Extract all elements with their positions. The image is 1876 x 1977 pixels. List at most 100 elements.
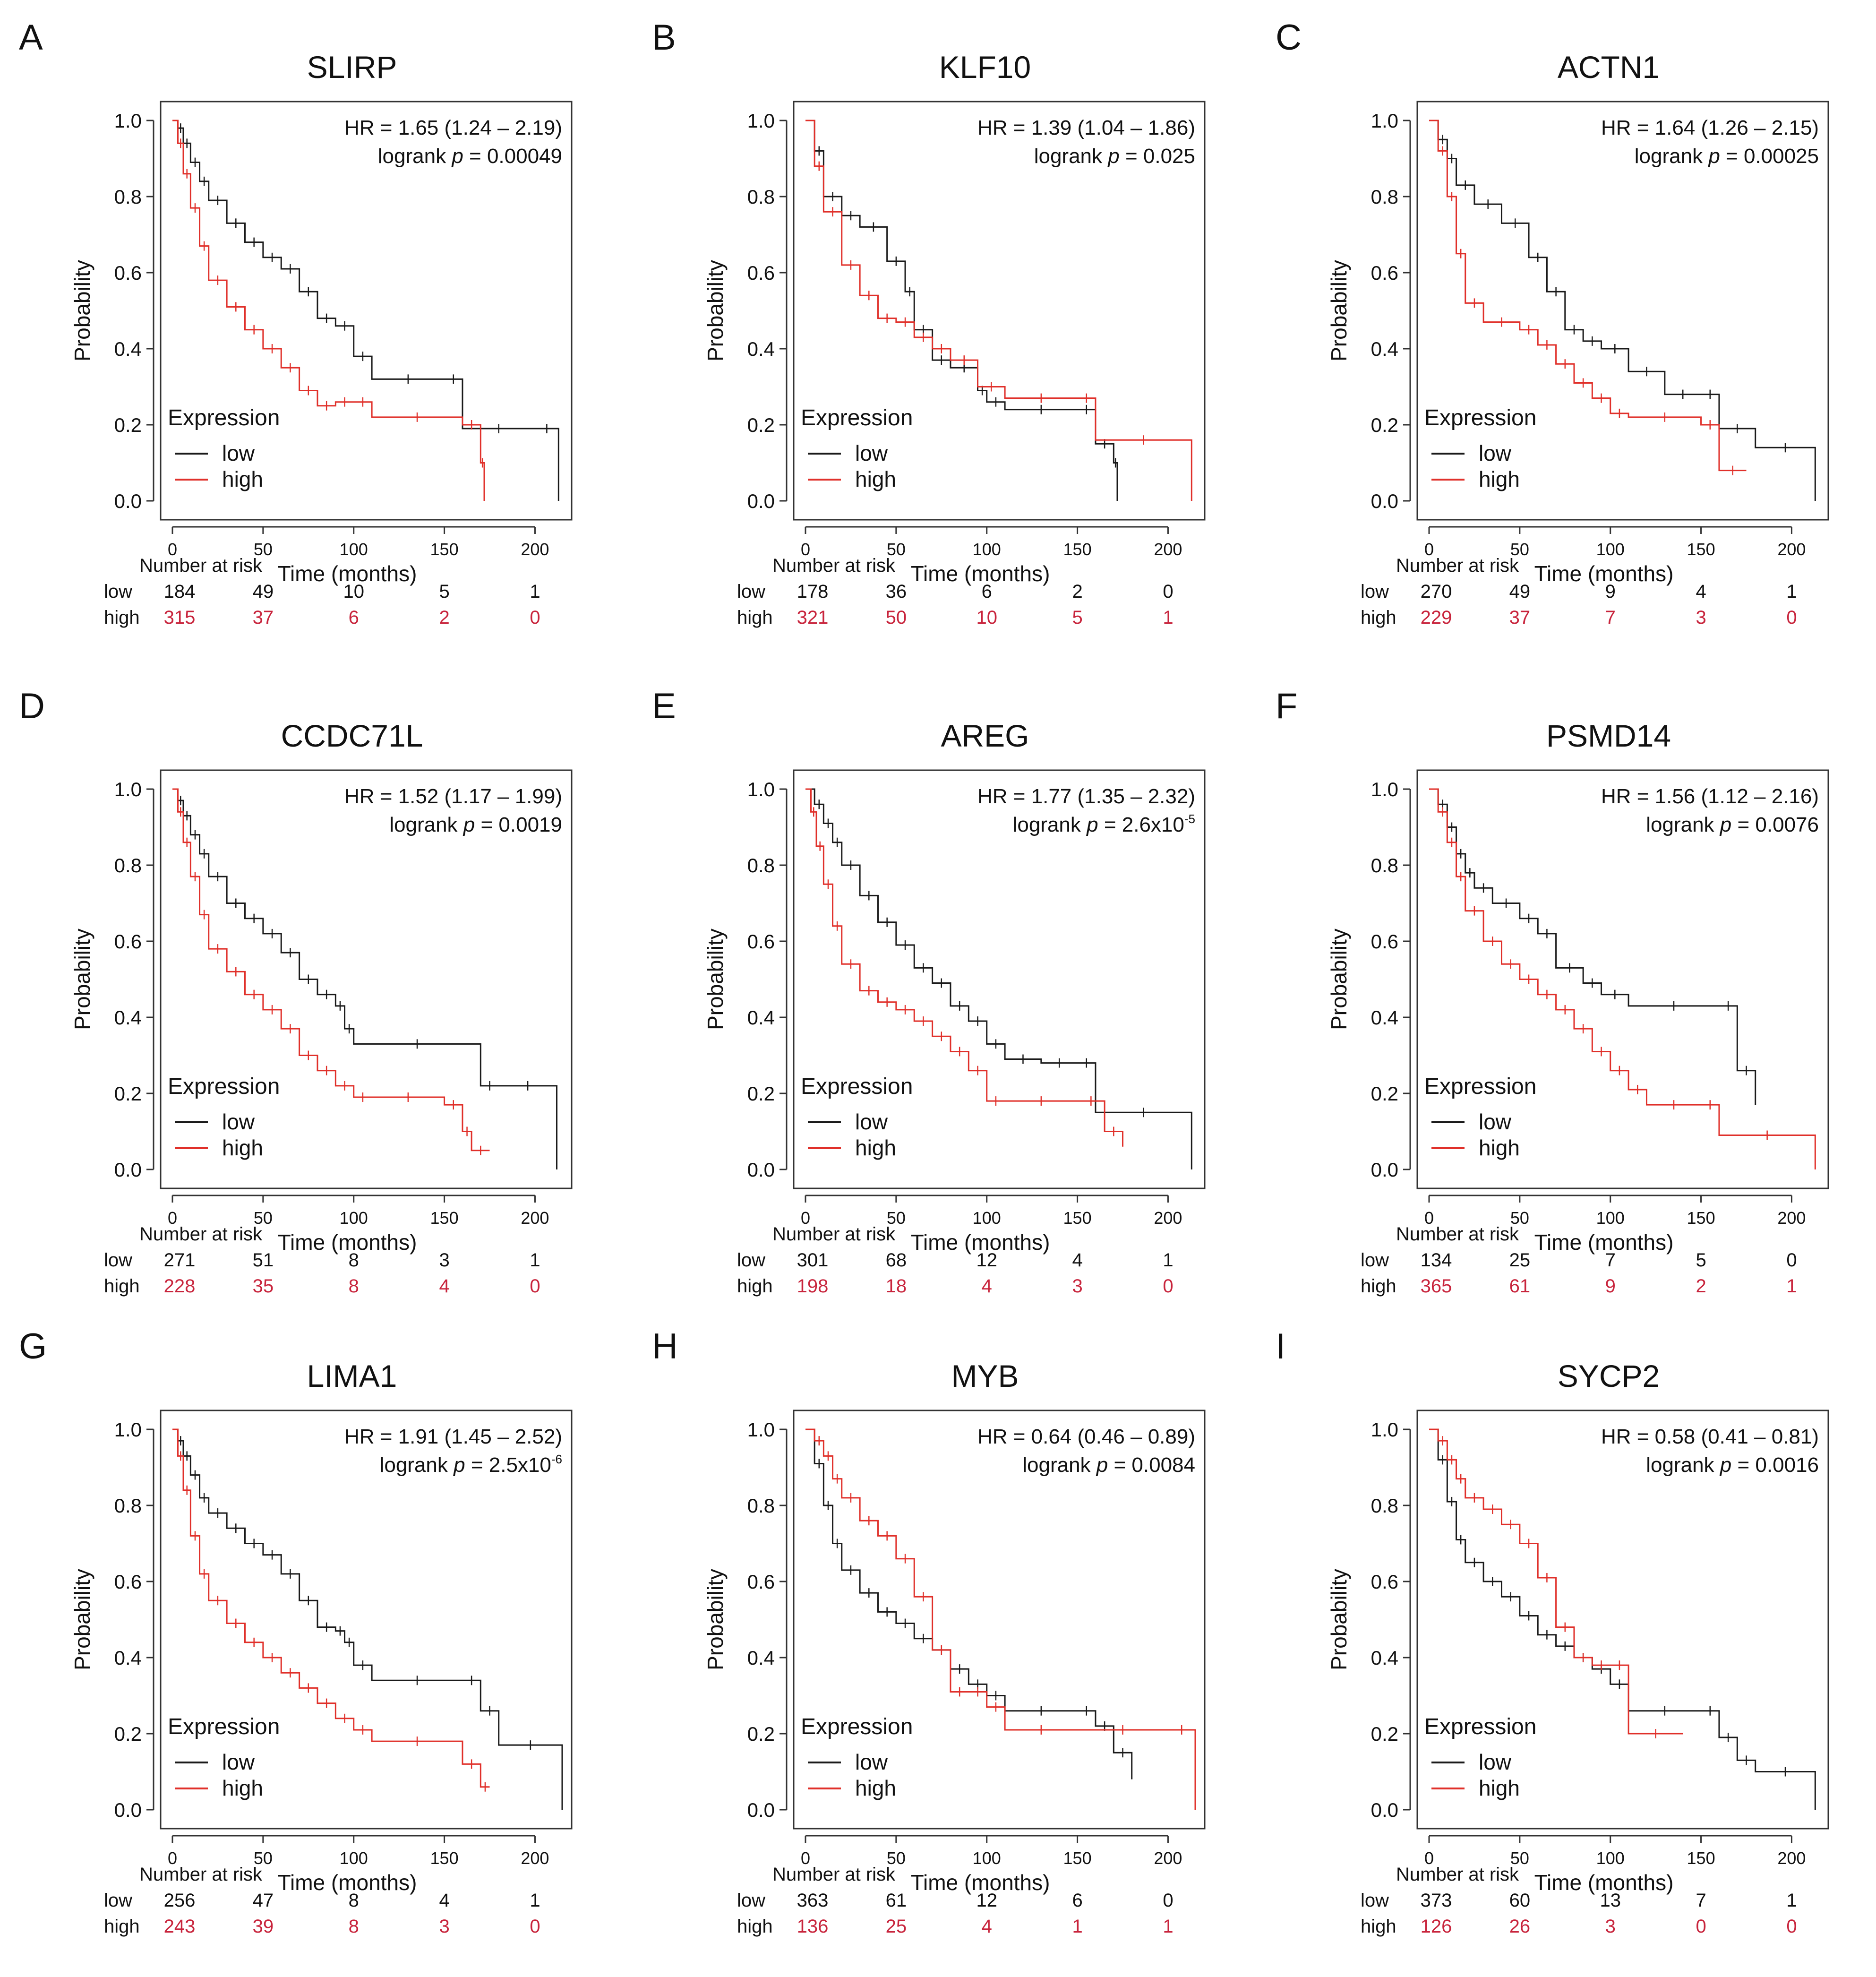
risk-count-high: 7: [1605, 607, 1616, 628]
risk-count-high: 5: [1072, 607, 1082, 628]
y-tick-label: 0.0: [1371, 490, 1398, 512]
risk-label-low: low: [1361, 581, 1389, 602]
x-tick-label: 50: [887, 1208, 906, 1228]
risk-count-high: 136: [797, 1916, 829, 1937]
x-tick-label: 0: [1424, 540, 1434, 559]
plot-frame: [1416, 101, 1829, 521]
panel-letter: F: [1276, 686, 1297, 726]
risk-label-high: high: [104, 1916, 140, 1937]
x-tick-label: 0: [801, 540, 810, 559]
y-tick-label: 0.4: [747, 1006, 775, 1029]
x-tick-label: 200: [521, 1848, 549, 1868]
risk-label-low: low: [104, 1250, 132, 1271]
risk-label-high: high: [737, 607, 773, 628]
x-tick-label: 150: [1063, 1848, 1092, 1868]
panel-letter: G: [19, 1326, 47, 1367]
risk-count-high: 0: [530, 1916, 540, 1937]
risk-label-low: low: [737, 581, 765, 602]
x-tick-label: 200: [521, 540, 549, 559]
y-tick-label: 0.4: [114, 338, 142, 360]
logrank-text: logrank p = 0.0084: [1022, 1453, 1195, 1477]
x-tick-label: 50: [254, 1208, 273, 1228]
risk-count-low: 12: [976, 1890, 997, 1911]
y-tick-label: 0.4: [747, 1647, 775, 1669]
risk-count-low: 363: [797, 1890, 829, 1911]
legend-label-high: high: [222, 467, 263, 491]
risk-count-low: 134: [1421, 1250, 1452, 1271]
x-axis-label: Time (months): [1534, 1230, 1674, 1255]
survival-curve-high: [172, 120, 485, 501]
risk-count-low: 178: [797, 581, 829, 602]
plot-frame: [160, 101, 573, 521]
legend-title: Expression: [1424, 405, 1536, 430]
legend-label-high: high: [222, 1776, 263, 1800]
y-tick-label: 0.6: [747, 1571, 775, 1593]
x-tick-label: 100: [340, 1848, 368, 1868]
x-tick-label: 150: [1687, 1848, 1715, 1868]
chart-title: AREG: [941, 718, 1029, 753]
y-tick-label: 0.6: [114, 262, 142, 284]
y-tick-label: 0.8: [1371, 854, 1398, 877]
risk-count-low: 0: [1786, 1250, 1797, 1271]
y-tick-label: 0.4: [747, 338, 775, 360]
x-axis-label: Time (months): [1534, 561, 1674, 586]
x-tick-label: 100: [973, 1208, 1001, 1228]
risk-label-low: low: [737, 1890, 765, 1911]
y-axis-label: Probability: [70, 928, 94, 1030]
hazard-ratio-text: HR = 1.39 (1.04 – 1.86): [977, 116, 1195, 139]
legend-label-low: low: [222, 1750, 255, 1774]
chart-title: KLF10: [939, 50, 1031, 85]
chart-title: MYB: [951, 1358, 1019, 1393]
x-tick-label: 50: [1510, 1208, 1529, 1228]
risk-count-high: 0: [1786, 607, 1797, 628]
x-tick-label: 150: [1063, 1208, 1092, 1228]
x-tick-label: 100: [340, 540, 368, 559]
risk-count-low: 5: [1696, 1250, 1706, 1271]
y-axis-label: Probability: [1327, 928, 1351, 1030]
risk-count-low: 7: [1696, 1890, 1706, 1911]
survival-curve-low: [172, 120, 559, 501]
y-tick-label: 0.8: [114, 854, 142, 877]
risk-label-low: low: [104, 1890, 132, 1911]
risk-count-high: 1: [1786, 1276, 1797, 1297]
risk-count-low: 5: [439, 581, 449, 602]
risk-count-low: 373: [1421, 1890, 1452, 1911]
risk-count-high: 4: [982, 1916, 992, 1937]
survival-curve-low: [805, 120, 1118, 501]
risk-count-high: 1: [1072, 1916, 1082, 1937]
x-axis-label: Time (months): [278, 1230, 417, 1255]
y-axis-label: Probability: [703, 260, 728, 361]
risk-count-high: 8: [349, 1916, 359, 1937]
risk-count-high: 0: [1163, 1276, 1173, 1297]
risk-count-low: 4: [1696, 581, 1706, 602]
x-tick-label: 150: [1687, 1208, 1715, 1228]
x-tick-label: 200: [1154, 540, 1182, 559]
x-tick-label: 150: [1063, 540, 1092, 559]
legend-title: Expression: [168, 1074, 280, 1099]
hazard-ratio-text: HR = 1.56 (1.12 – 2.16): [1601, 785, 1819, 808]
risk-count-high: 18: [886, 1276, 907, 1297]
risk-label-high: high: [737, 1916, 773, 1937]
legend-label-high: high: [855, 1776, 896, 1800]
risk-table-title: Number at risk: [1396, 1864, 1519, 1885]
x-tick-label: 0: [1424, 1848, 1434, 1868]
legend-title: Expression: [801, 405, 913, 430]
risk-table-title: Number at risk: [1396, 555, 1519, 576]
hazard-ratio-text: HR = 1.64 (1.26 – 2.15): [1601, 116, 1819, 139]
risk-count-low: 1: [1163, 1250, 1173, 1271]
risk-count-high: 37: [253, 607, 274, 628]
panel-letter: I: [1276, 1326, 1285, 1367]
risk-count-low: 270: [1421, 581, 1452, 602]
risk-count-low: 301: [797, 1250, 829, 1271]
y-tick-label: 0.4: [1371, 338, 1398, 360]
y-tick-label: 0.8: [114, 186, 142, 208]
y-tick-label: 0.6: [747, 930, 775, 953]
legend-title: Expression: [1424, 1074, 1536, 1099]
risk-count-low: 8: [349, 1250, 359, 1271]
chart-title: SYCP2: [1558, 1358, 1660, 1393]
risk-count-high: 4: [439, 1276, 449, 1297]
y-tick-label: 1.0: [114, 1418, 142, 1441]
